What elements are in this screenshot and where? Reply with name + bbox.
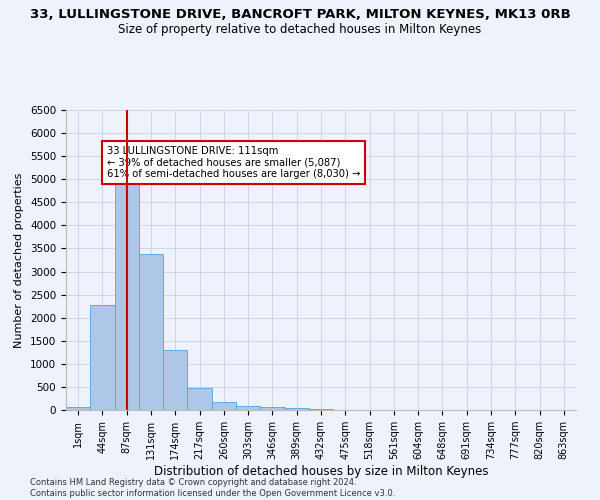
- Text: 33, LULLINGSTONE DRIVE, BANCROFT PARK, MILTON KEYNES, MK13 0RB: 33, LULLINGSTONE DRIVE, BANCROFT PARK, M…: [29, 8, 571, 20]
- Y-axis label: Number of detached properties: Number of detached properties: [14, 172, 25, 348]
- Bar: [236, 406, 260, 410]
- Bar: [66, 406, 90, 410]
- Bar: [90, 305, 115, 410]
- Bar: [212, 402, 236, 410]
- Text: 33 LULLINGSTONE DRIVE: 111sqm
← 39% of detached houses are smaller (5,087)
61% o: 33 LULLINGSTONE DRIVE: 111sqm ← 39% of d…: [107, 146, 360, 179]
- Bar: [187, 388, 212, 410]
- Bar: [163, 350, 187, 410]
- Bar: [139, 254, 163, 410]
- Text: Contains HM Land Registry data © Crown copyright and database right 2024.
Contai: Contains HM Land Registry data © Crown c…: [30, 478, 395, 498]
- Bar: [309, 409, 333, 410]
- Text: Size of property relative to detached houses in Milton Keynes: Size of property relative to detached ho…: [118, 22, 482, 36]
- X-axis label: Distribution of detached houses by size in Milton Keynes: Distribution of detached houses by size …: [154, 465, 488, 478]
- Bar: [260, 408, 284, 410]
- Bar: [115, 160, 139, 410]
- Bar: [284, 408, 309, 410]
